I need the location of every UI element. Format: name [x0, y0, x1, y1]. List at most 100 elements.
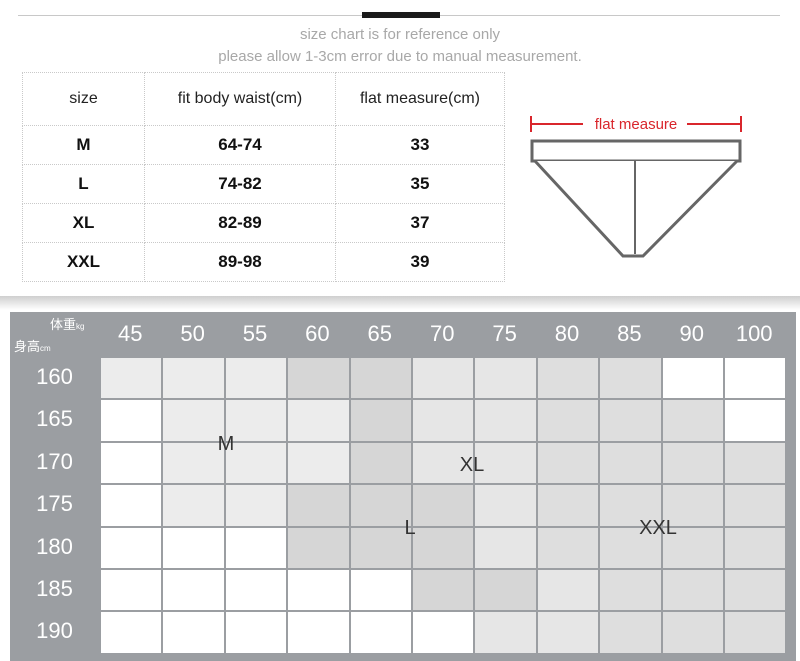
height-label-160: 160	[36, 364, 73, 389]
zone-label-xl: XL	[459, 454, 485, 476]
grid-cell-175-55	[225, 485, 287, 526]
grid-cell-170-60	[288, 442, 349, 484]
grid-cell-180-75	[475, 527, 536, 568]
weight-header-85: 85	[617, 321, 642, 346]
grid-cell-180-60	[288, 527, 349, 568]
height-label-165: 165	[36, 406, 73, 432]
grid-cell-170-65	[350, 442, 411, 484]
grid-cell-165-70	[413, 400, 474, 441]
zone-label-m: M	[217, 433, 235, 455]
height-label-175: 175	[36, 491, 73, 517]
grid-cell-180-45	[101, 527, 162, 568]
grid-cell-175-65	[350, 485, 411, 526]
size-table-header: size fit body waist(cm) flat measure(cm)	[22, 72, 505, 126]
grid-cell-165-90	[662, 400, 723, 441]
flat-measure-diagram: flat measure	[530, 116, 742, 258]
size-cell: L	[22, 164, 145, 204]
grid-cell-180-100	[725, 527, 786, 568]
grid-cell-180-90	[662, 527, 723, 568]
weight-header-80: 80	[554, 321, 580, 346]
grid-cell-190-90	[662, 612, 723, 653]
waist-cell: 74-82	[144, 164, 336, 204]
weight-header-90: 90	[679, 321, 705, 346]
grid-cell-180-55	[225, 527, 287, 568]
grid-cell-160-80	[537, 358, 599, 399]
height-label-180: 180	[36, 533, 73, 559]
table-row: XXL 89-98 39	[22, 242, 505, 282]
grid-cell-190-50	[163, 612, 224, 653]
size-chart-section: size chart is for reference only please …	[0, 0, 800, 296]
grid-cell-190-55	[225, 612, 287, 653]
header-size: size	[22, 72, 145, 126]
height-label-170: 170	[36, 448, 73, 474]
grid-cell-160-75	[475, 358, 536, 399]
grid-cell-160-60	[288, 358, 349, 399]
reference-note: size chart is for reference only	[299, 26, 501, 43]
grid-corner: 体重kg 身高cm	[10, 312, 99, 356]
grid-cell-190-70	[413, 612, 474, 653]
weight-header-55: 55	[242, 321, 268, 346]
grid-cell-170-70	[413, 442, 474, 484]
grid-cell-175-50	[163, 485, 224, 526]
grid-cell-180-70	[413, 527, 474, 568]
grid-cell-185-45	[101, 570, 162, 611]
grid-cell-190-75	[475, 612, 536, 653]
grid-cell-180-50	[163, 527, 224, 568]
weight-header-70: 70	[429, 321, 455, 346]
table-row: L 74-82 35	[22, 164, 505, 204]
grid-cell-185-80	[537, 570, 599, 611]
grid-cell-160-50	[163, 358, 224, 399]
waist-cell: 82-89	[144, 203, 336, 243]
grid-cell-185-55	[225, 570, 287, 611]
grid-cell-185-100	[725, 570, 786, 611]
grid-cell-180-65	[350, 527, 411, 568]
top-tab-marker	[362, 12, 440, 18]
grid-cell-170-50	[163, 442, 224, 484]
grid-cell-190-85	[600, 612, 661, 653]
grid-cell-165-100	[725, 400, 786, 441]
grid-cell-190-60	[288, 612, 349, 653]
grid-cell-190-65	[350, 612, 411, 653]
weight-header-60: 60	[305, 321, 330, 346]
grid-cell-175-80	[537, 485, 599, 526]
height-axis-label: 身高cm	[14, 339, 51, 354]
header-flat: flat measure(cm)	[335, 72, 505, 126]
grid-cell-160-65	[350, 358, 411, 399]
grid-cell-165-60	[288, 400, 349, 441]
flat-cell: 35	[335, 164, 505, 204]
grid-cell-170-80	[537, 442, 599, 484]
table-row: XL 82-89 37	[22, 203, 505, 243]
grid-cell-185-90	[662, 570, 723, 611]
grid-cell-170-90	[662, 442, 723, 484]
size-cell: M	[22, 125, 145, 165]
grid-cell-160-45	[101, 358, 162, 399]
size-cell: XXL	[22, 242, 145, 282]
grid-cell-160-70	[413, 358, 474, 399]
grid-cell-170-85	[600, 442, 661, 484]
grid-cell-170-55	[225, 442, 287, 484]
weight-header-45: 45	[117, 321, 143, 346]
grid-cell-185-85	[600, 570, 661, 611]
grid-cell-160-55	[225, 358, 287, 399]
header-waist: fit body waist(cm)	[144, 72, 336, 126]
section-divider-shadow	[0, 296, 800, 310]
grid-cell-180-80	[537, 527, 599, 568]
grid-cell-165-85	[600, 400, 661, 441]
grid-cell-185-75	[475, 570, 536, 611]
grid-cell-175-70	[413, 485, 474, 526]
grid-cell-170-100	[725, 442, 786, 484]
grid-cell-175-100	[725, 485, 786, 526]
grid-cell-190-45	[101, 612, 162, 653]
grid-cell-165-45	[101, 400, 162, 441]
waist-cell: 64-74	[144, 125, 336, 165]
grid-cell-165-55	[225, 400, 287, 441]
grid-cell-185-60	[288, 570, 349, 611]
grid-cell-170-75	[475, 442, 536, 484]
grid-cell-180-85	[600, 527, 661, 568]
grid-cell-170-45	[101, 442, 162, 484]
zone-label-l: L	[404, 517, 416, 539]
grid-cell-175-60	[288, 485, 349, 526]
grid-cell-175-75	[475, 485, 536, 526]
weight-header-100: 100	[735, 321, 773, 346]
height-label-190: 190	[36, 618, 73, 644]
